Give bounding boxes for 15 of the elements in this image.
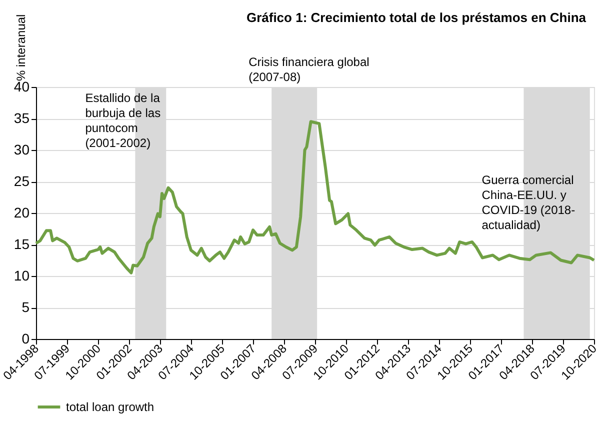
- line-series: [34, 120, 596, 274]
- band-label: Guerra comercial China-EE.UU. y COVID-19 (2018- actualidad): [482, 173, 576, 232]
- y-tick-label: 15: [14, 236, 30, 252]
- y-tick-label: 5: [22, 299, 30, 315]
- y-tick-label: 0: [22, 330, 30, 346]
- y-tick-label: 30: [14, 142, 30, 158]
- y-axis-title: % interanual: [14, 14, 28, 81]
- band-label: Crisis financiera global (2007-08): [248, 55, 370, 84]
- y-tick-label: 25: [14, 173, 30, 189]
- y-tick-label: 10: [14, 268, 30, 284]
- chart-title: Gráfico 1: Crecimiento total de los préstamos en China: [246, 10, 587, 25]
- y-tick-label: 35: [14, 110, 30, 126]
- legend-label: total loan growth: [66, 400, 154, 414]
- band-label: Estallido de la burbuja de las puntocom (2001-2002): [85, 91, 161, 150]
- y-tick-label: 20: [14, 204, 30, 220]
